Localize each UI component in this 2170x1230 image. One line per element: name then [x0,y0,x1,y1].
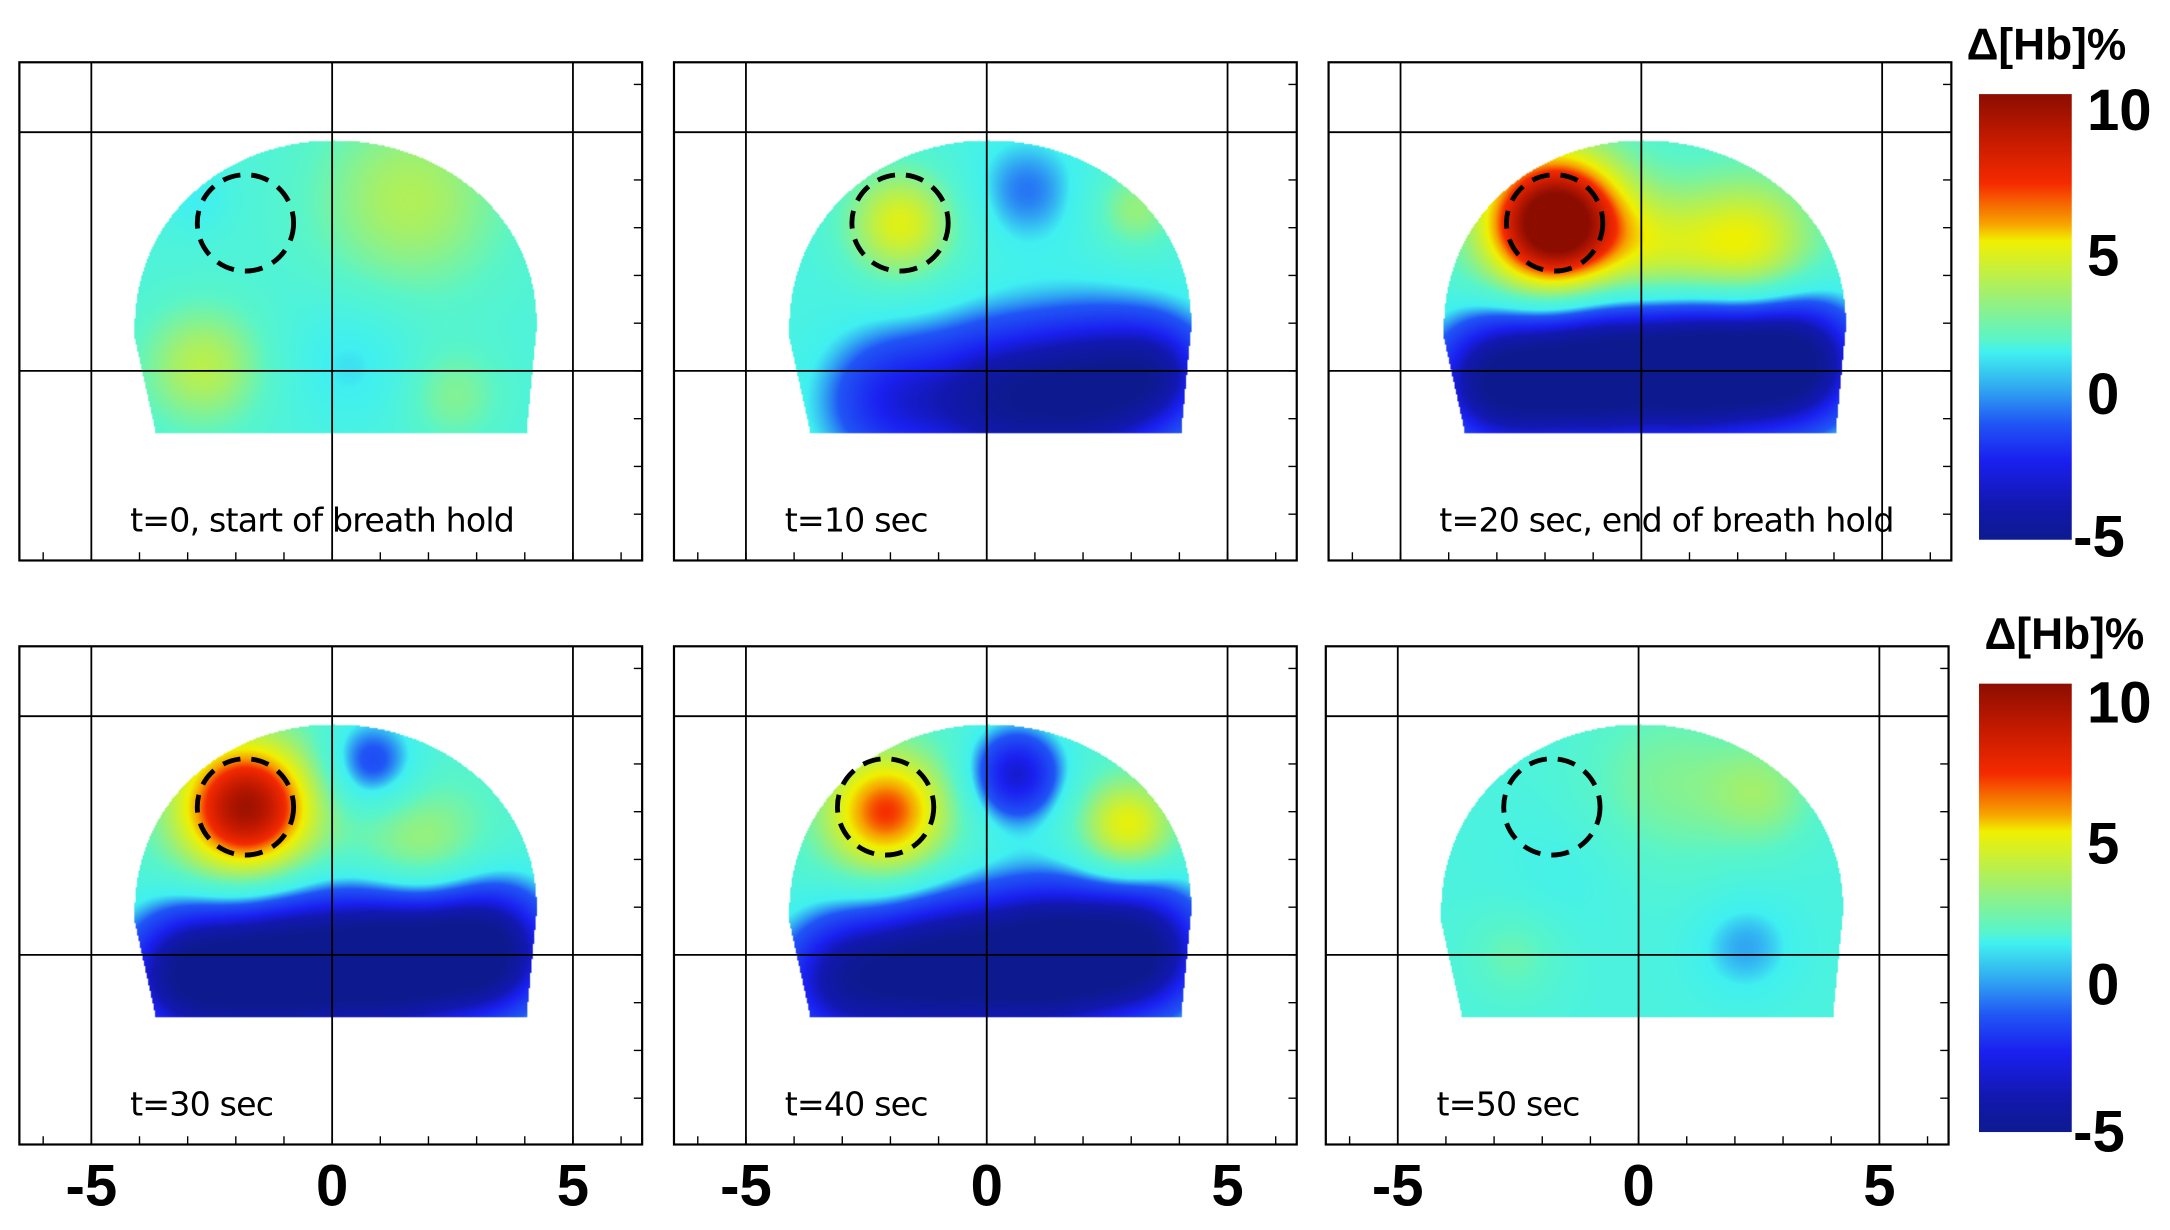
heatmap-image [17,60,644,562]
roi-dashed-circle [835,756,937,858]
colorbar-tick: 5 [2086,810,2120,877]
x-tick-label: 5 [1863,1152,1896,1218]
x-tick-label: 0 [970,1152,1003,1218]
colorbar-tick: 10 [2086,669,2152,735]
plot-border [18,61,644,562]
colorbar-bottom [1979,683,2072,1133]
colorbar-tick: -5 [2073,1098,2125,1164]
x-tick-label: 0 [1622,1152,1655,1218]
colorbar-title-bottom: Δ[Hb]% [1984,608,2145,659]
heatmap-panel: t=30 sec [17,644,644,1146]
colorbar-top [1979,94,2072,540]
roi-dashed-circle [194,172,297,274]
plot-frame [18,645,644,1146]
x-tick-label: 5 [556,1152,590,1218]
plot-border [672,645,1298,1146]
plot-frame [1324,645,1950,1146]
colorbar-tick: 10 [2086,77,2152,143]
plot-frame [672,645,1298,1146]
colorbar-tick: 0 [2086,361,2120,427]
plot-border [1327,61,1953,562]
panel-time-label: t=0, start of breath hold [130,500,515,540]
colorbar-title-top: Δ[Hb]% [1966,19,2127,70]
x-tick-label: 5 [1211,1152,1244,1218]
x-tick-label: -5 [720,1152,772,1218]
roi-dashed-circle [849,172,951,274]
panel-time-label: t=40 sec [784,1085,929,1124]
heatmap-panel: t=50 sec [1324,644,1950,1146]
colorbar-tick: -5 [2073,503,2125,569]
heatmap-panel: t=20 sec, end of breath hold [1327,60,1953,562]
x-tick-label: 0 [315,1152,349,1218]
x-tick-label: -5 [1371,1152,1424,1218]
colorbar-tick: 0 [2086,952,2120,1018]
panel-time-label: t=20 sec, end of breath hold [1439,500,1894,540]
panel-time-label: t=10 sec [784,500,929,540]
heatmap-image [17,644,644,1146]
x-tick-label: -5 [65,1152,118,1218]
heatmap-image [1327,60,1953,562]
heatmap-panel: t=0, start of breath hold [17,60,644,562]
plot-border [672,61,1298,562]
roi-dashed-circle [194,756,297,858]
heatmap-image [672,60,1299,562]
plot-frame [1327,61,1953,562]
panel-time-label: t=50 sec [1436,1085,1581,1124]
plot-border [1324,645,1950,1146]
heatmap-image [1324,644,1950,1146]
heatmap-panel: t=10 sec [672,60,1299,562]
roi-dashed-circle [1501,756,1603,858]
plot-frame [18,61,644,562]
heatmap-panel: t=40 sec [672,644,1299,1146]
panel-time-label: t=30 sec [130,1085,274,1124]
plot-border [18,645,644,1146]
roi-dashed-circle [1504,172,1606,274]
heatmap-image [672,644,1299,1146]
plot-frame [672,61,1298,562]
colorbar-tick: 5 [2086,222,2120,288]
